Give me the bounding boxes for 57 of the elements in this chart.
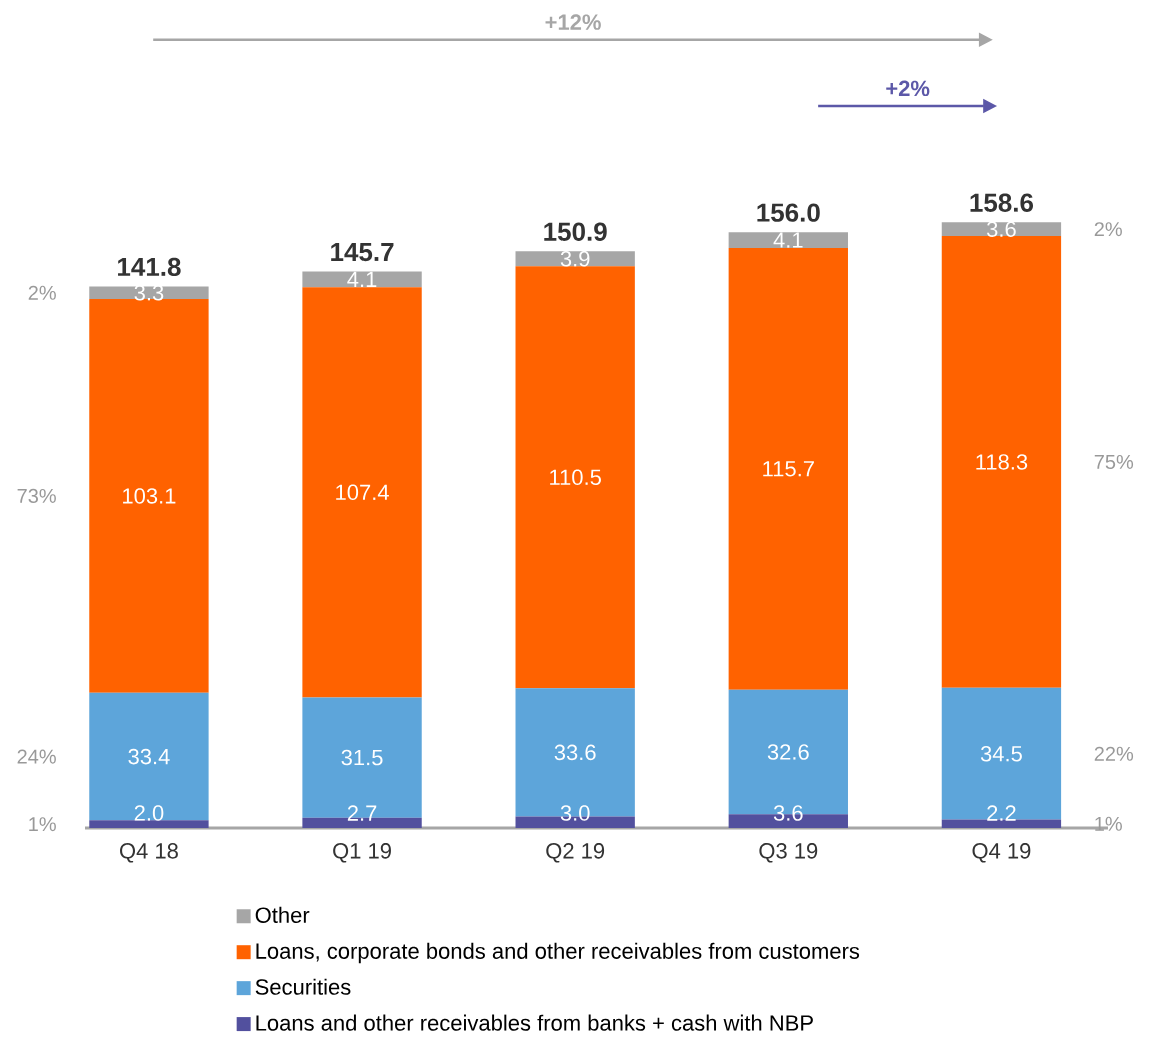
bar: [728, 247, 848, 690]
x-tick-label: Q4 19: [972, 843, 1031, 863]
bar: [302, 287, 422, 698]
data-label: 115.7: [763, 461, 814, 477]
legend-label: Loans, corporate bonds and other receivables from customers: [256, 942, 860, 964]
total-label: 141.8: [118, 257, 181, 277]
bar: [728, 232, 848, 248]
text: 1%: [29, 817, 56, 832]
bar: [89, 286, 209, 300]
legend-label: Securities: [255, 978, 351, 995]
total-label: 145.7: [331, 243, 394, 262]
x-tick-label: Q4 18: [120, 843, 178, 863]
bar: [515, 251, 635, 267]
text: 2%: [28, 285, 56, 300]
x-tick-label: Q1 19: [333, 843, 391, 863]
text: +2%: [886, 80, 930, 97]
data-label: 110.5: [550, 469, 601, 486]
bar: [302, 271, 422, 288]
data-label: 3.9: [560, 251, 590, 267]
data-label: 4.1: [773, 232, 803, 248]
data-label: 3.6: [773, 805, 803, 821]
legend-label: Other: [255, 906, 310, 923]
legend-label: Loans and other receivables from banks + cash with NBP: [256, 1014, 813, 1031]
data-label: 2.2: [987, 805, 1016, 821]
data-label: 3.0: [560, 805, 590, 821]
data-label: 34.5: [980, 745, 1022, 762]
bar: [515, 266, 635, 689]
data-label: 3.6: [986, 221, 1016, 237]
bar: [941, 687, 1062, 820]
bar: [941, 222, 1062, 237]
total-label: 156.0: [757, 203, 820, 222]
data-label: 33.6: [554, 744, 596, 761]
text: +12%: [545, 14, 601, 30]
data-label: 31.5: [341, 749, 383, 766]
data-label: 32.6: [767, 744, 809, 760]
data-label: 4.1: [347, 271, 377, 287]
data-label: 103.1: [123, 488, 176, 504]
annotation: 22%: [1094, 746, 1134, 761]
data-label: 2.7: [347, 805, 377, 821]
annotation: 1%: [1095, 816, 1122, 831]
bar: [89, 820, 209, 828]
annotation: 75%: [1094, 454, 1134, 469]
bar: [89, 692, 209, 821]
data-label: 118.3: [976, 454, 1028, 470]
total-label: 150.9: [544, 222, 607, 241]
bar: [89, 299, 209, 693]
data-label: 2.0: [134, 805, 164, 821]
x-tick-label: Q2 19: [546, 843, 605, 863]
text: 24%: [17, 749, 56, 764]
total-label: 158.6: [970, 193, 1034, 212]
x-tick-label: Q3 19: [759, 843, 818, 863]
bar: [941, 236, 1062, 688]
data-label: 107.4: [336, 484, 389, 501]
annotation: 2%: [1094, 222, 1122, 237]
data-label: 33.4: [128, 748, 170, 765]
text: 73%: [17, 488, 56, 503]
bar: [941, 819, 1062, 828]
